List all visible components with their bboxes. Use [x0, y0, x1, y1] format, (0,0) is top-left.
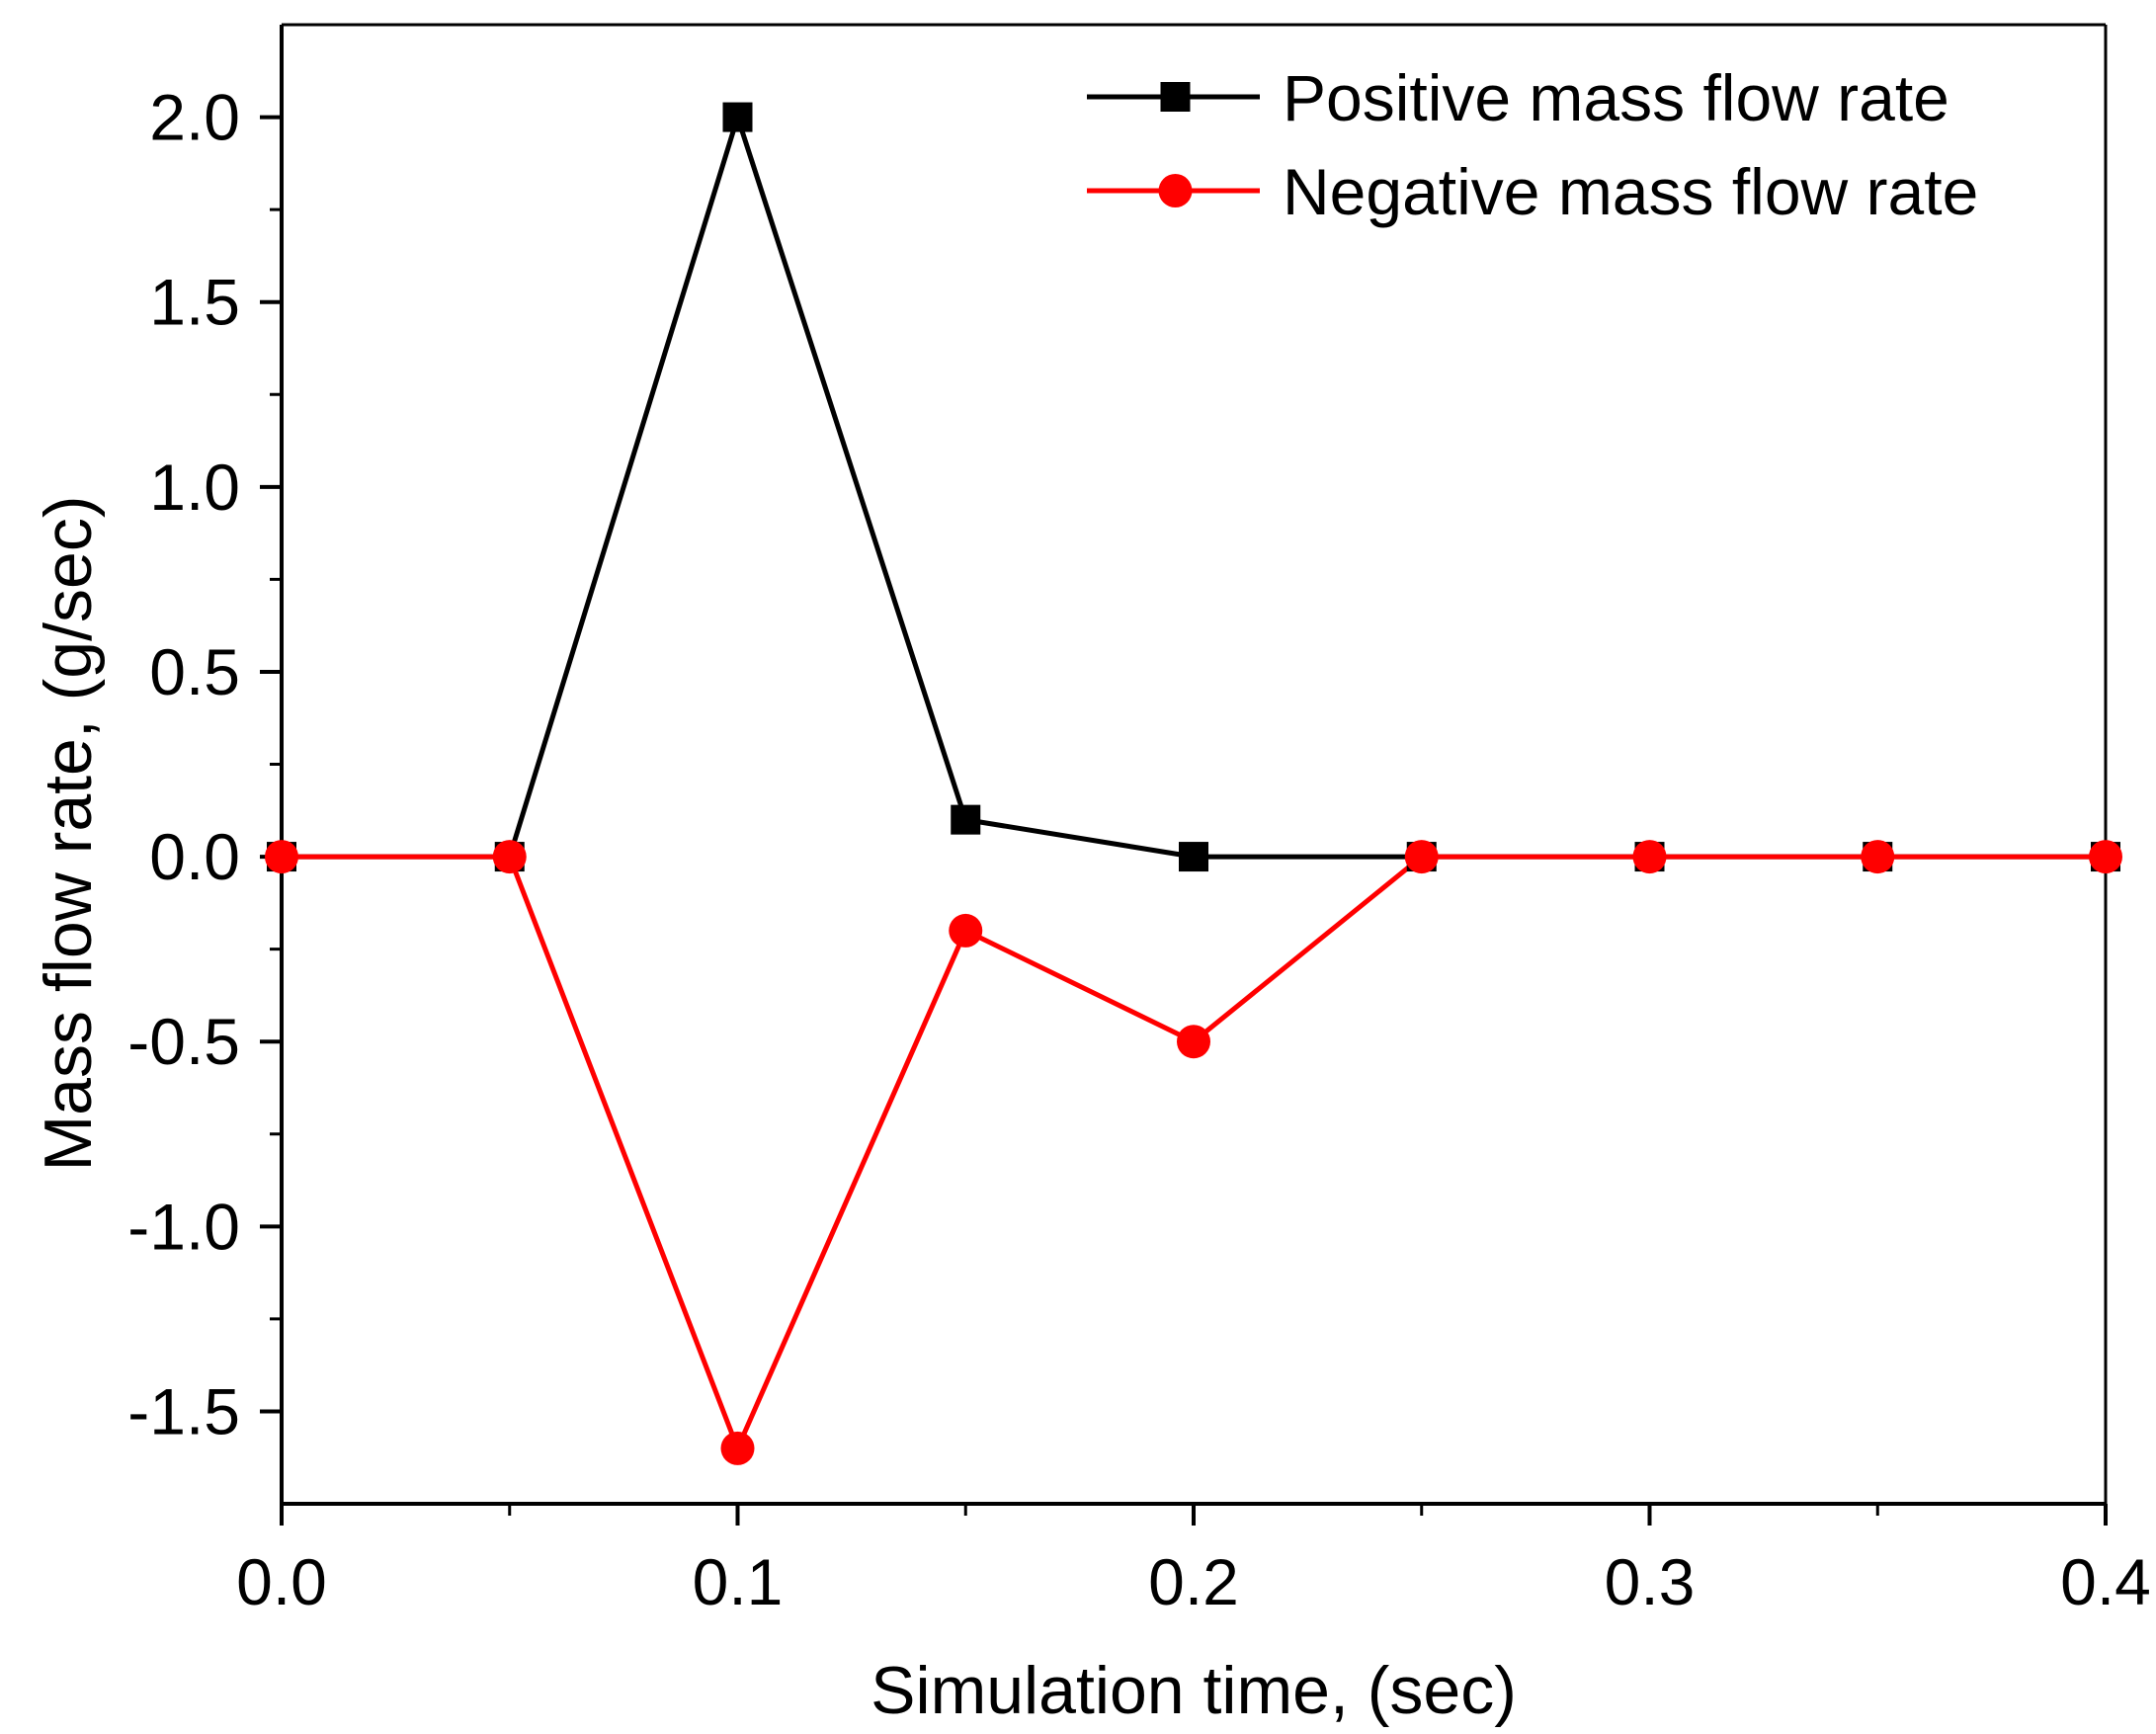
- marker-negative: [720, 1431, 755, 1465]
- y-tick-label: -0.5: [127, 1005, 240, 1078]
- y-tick-label: 0.0: [149, 820, 240, 893]
- plot-series: [265, 102, 2122, 1465]
- marker-negative: [1632, 840, 1667, 874]
- x-tick-label: 0.1: [693, 1545, 784, 1618]
- y-axis-title: Mass flow rate, (g/sec): [31, 496, 106, 1172]
- y-tick-label: 1.5: [149, 266, 240, 339]
- legend-label-positive: Positive mass flow rate: [1283, 61, 1949, 134]
- y-tick-label: 1.0: [149, 451, 240, 524]
- y-tick-label: 2.0: [149, 81, 240, 154]
- marker-negative: [1861, 840, 1895, 874]
- axes: 0.0 0.1 0.2 0.3 0.4 -1.5 -1.0 -0.5 0.0 0.5 1.0 1.5 2…: [127, 23, 2151, 1618]
- y-tick-label: -1.0: [127, 1190, 240, 1263]
- x-tick-label: 0.3: [1605, 1545, 1696, 1618]
- marker-positive: [722, 102, 753, 132]
- marker-negative: [492, 840, 527, 874]
- series-line-negative: [282, 854, 2106, 1451]
- marker-negative: [1404, 840, 1439, 874]
- legend: Positive mass flow rate Negative mass fl…: [1087, 61, 1978, 228]
- legend-marker-positive: [1160, 82, 1191, 112]
- y-tick-label: 0.5: [149, 635, 240, 708]
- x-tick-label: 0.4: [2060, 1545, 2151, 1618]
- legend-label-negative: Negative mass flow rate: [1283, 155, 1978, 228]
- x-tick-label: 0.0: [236, 1545, 327, 1618]
- marker-negative: [1177, 1025, 1210, 1059]
- x-tick-label: 0.2: [1148, 1545, 1239, 1618]
- marker-negative: [949, 913, 983, 948]
- marker-negative: [265, 840, 298, 874]
- marker-positive: [1179, 842, 1208, 872]
- legend-marker-negative: [1158, 174, 1193, 207]
- y-tick-label: -1.5: [127, 1374, 240, 1447]
- marker-negative: [2089, 840, 2122, 874]
- marker-positive: [951, 804, 981, 835]
- x-axis-title: Simulation time, (sec): [871, 1653, 1517, 1728]
